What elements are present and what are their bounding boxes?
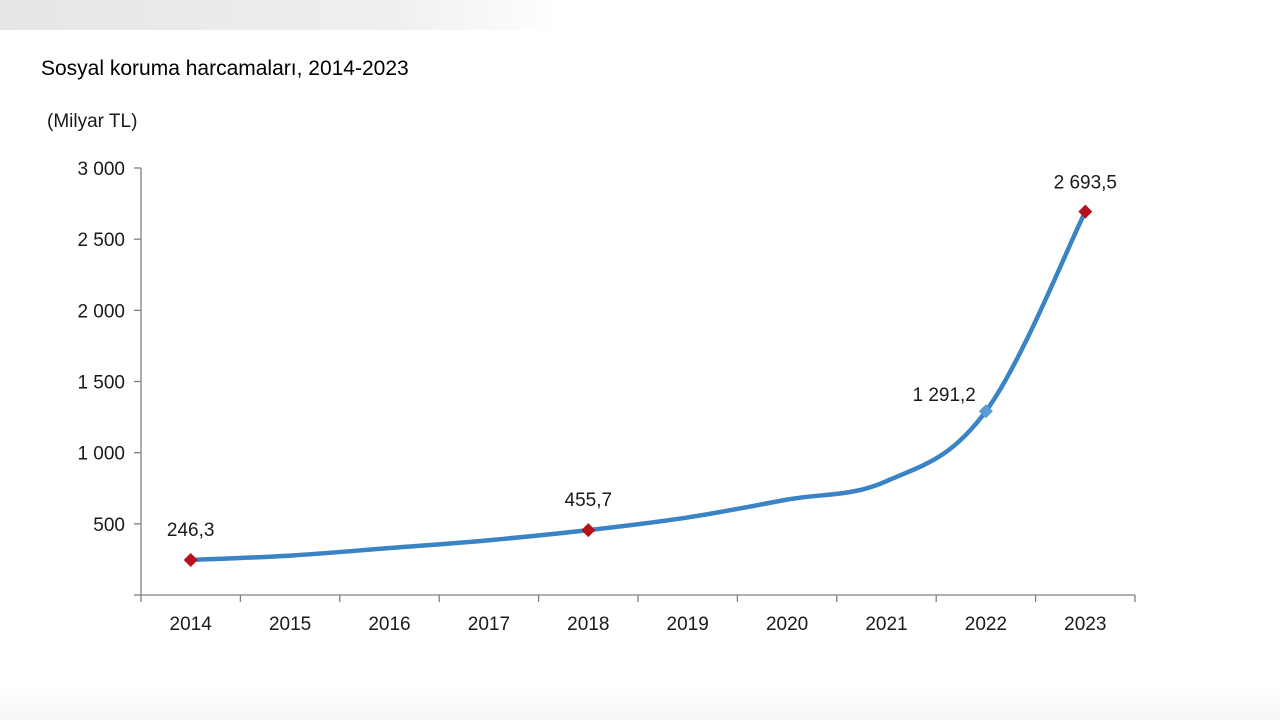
y-unit-label: (Milyar TL) bbox=[47, 111, 138, 132]
x-tick-label: 2015 bbox=[269, 614, 311, 635]
data-point-marker-2018 bbox=[581, 523, 596, 538]
data-point-marker-2023 bbox=[1078, 204, 1093, 219]
chart-title: Sosyal koruma harcamaları, 2014-2023 bbox=[41, 57, 409, 80]
y-tick-label: 3 000 bbox=[77, 159, 125, 180]
data-point-marker-2022 bbox=[978, 404, 993, 419]
bottom-shade bbox=[0, 686, 1280, 720]
y-tick-label: 2 000 bbox=[77, 301, 125, 322]
y-tick-label: 2 500 bbox=[77, 230, 125, 251]
x-tick-label: 2022 bbox=[965, 614, 1007, 635]
y-tick-label: 1 500 bbox=[77, 373, 125, 394]
x-tick-label: 2019 bbox=[667, 614, 709, 635]
x-tick-label: 2023 bbox=[1064, 614, 1106, 635]
data-label-2014: 246,3 bbox=[167, 520, 215, 541]
y-tick-label: 1 000 bbox=[77, 444, 125, 465]
x-tick-label: 2014 bbox=[170, 614, 213, 635]
x-tick-label: 2016 bbox=[368, 614, 410, 635]
x-tick-label: 2020 bbox=[766, 614, 808, 635]
x-tick-label: 2018 bbox=[567, 614, 609, 635]
y-tick-label: 500 bbox=[93, 515, 125, 536]
x-tick-label: 2021 bbox=[865, 614, 907, 635]
data-label-2023: 2 693,5 bbox=[1054, 173, 1117, 194]
top-shade bbox=[0, 0, 560, 30]
data-label-2022: 1 291,2 bbox=[912, 385, 975, 406]
x-tick-label: 2017 bbox=[468, 614, 510, 635]
series-line-0 bbox=[188, 209, 1088, 563]
data-point-marker-2014 bbox=[183, 552, 198, 567]
data-label-2018: 455,7 bbox=[565, 490, 613, 511]
